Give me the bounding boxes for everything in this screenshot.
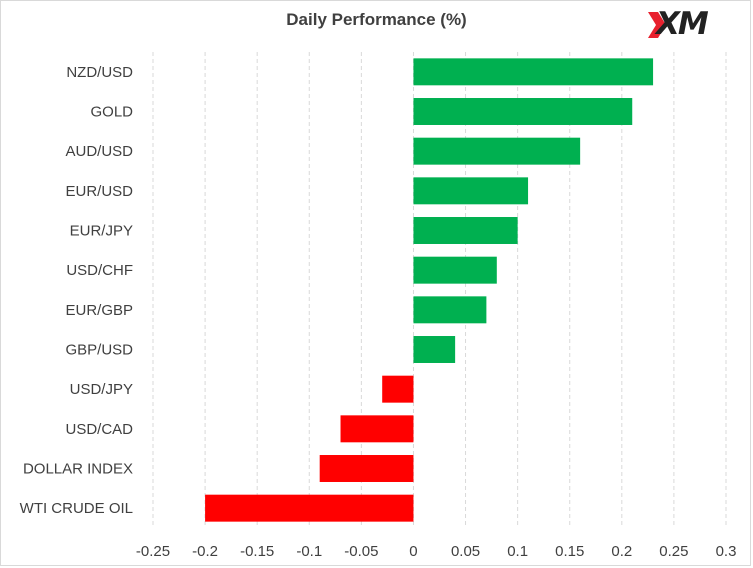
category-label: GOLD [90, 104, 133, 121]
bar-eur-gbp [413, 296, 487, 324]
bar-gbp-usd [413, 336, 456, 363]
grid-lines [152, 52, 727, 528]
x-axis-tick-labels: -0.25 -0.2 -0.15 -0.1 -0.05 0 0.05 0.1 0.15 0.2 0.… [136, 543, 737, 560]
logo-text: XM [656, 6, 709, 42]
bar-dollar-index [319, 455, 414, 482]
x-tick-label: 0.15 [555, 543, 584, 560]
x-tick-label: -0.15 [240, 543, 274, 560]
x-tick-label: 0.05 [451, 543, 480, 560]
bars [205, 58, 654, 522]
category-label: NZD/USD [66, 64, 133, 81]
category-label: WTI CRUDE OIL [20, 500, 133, 517]
category-label: GBP/USD [65, 342, 133, 359]
bar-usd-chf [413, 256, 497, 284]
x-tick-label: -0.05 [344, 543, 378, 560]
category-label: EUR/USD [65, 183, 133, 200]
x-tick-label: 0.25 [659, 543, 688, 560]
category-label: EUR/GBP [65, 302, 133, 319]
bar-usd-cad [340, 415, 414, 443]
x-tick-label: 0.1 [507, 543, 528, 560]
x-tick-label: 0 [409, 543, 417, 560]
chart-title: Daily Performance (%) [286, 10, 467, 29]
bar-eur-jpy [413, 217, 518, 244]
x-tick-label: 0.3 [716, 543, 737, 560]
x-tick-label: -0.1 [296, 543, 322, 560]
bar-gold [413, 98, 633, 125]
category-label: USD/JPY [70, 381, 133, 398]
category-label: AUD/USD [65, 143, 133, 160]
category-label: EUR/JPY [70, 223, 133, 240]
bar-wti-crude-oil [205, 494, 414, 522]
x-tick-label: -0.2 [192, 543, 218, 560]
bar-eur-usd [413, 177, 529, 205]
category-label: DOLLAR INDEX [23, 461, 133, 478]
x-tick-label: -0.25 [136, 543, 170, 560]
category-labels: NZD/USD GOLD AUD/USD EUR/USD EUR/JPY USD/CHF E… [20, 64, 134, 517]
bar-aud-usd [413, 137, 581, 165]
logo-red-chevron [648, 12, 666, 38]
x-tick-label: 0.2 [611, 543, 632, 560]
category-label: USD/CAD [65, 421, 133, 438]
category-label: USD/CHF [66, 262, 133, 279]
xm-logo [648, 12, 666, 38]
bar-nzd-usd [413, 58, 654, 86]
bar-usd-jpy [382, 375, 414, 403]
